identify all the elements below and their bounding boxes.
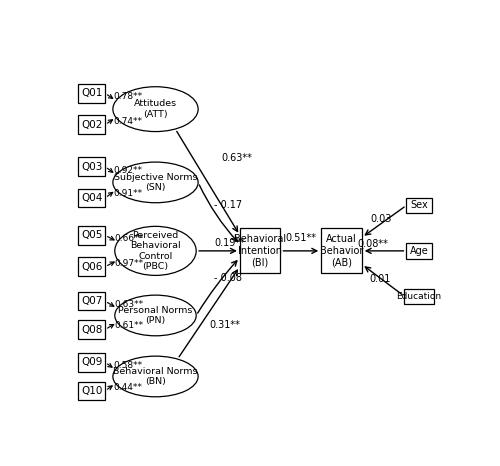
Text: Q04: Q04 [81,193,102,203]
FancyBboxPatch shape [78,226,105,245]
Ellipse shape [113,87,198,131]
Text: 0.97**: 0.97** [114,259,144,268]
Text: 0.19**: 0.19** [215,238,246,248]
Text: Q03: Q03 [81,162,102,171]
Text: 0.91**: 0.91** [114,190,142,199]
Text: 0.31**: 0.31** [210,320,240,330]
Text: Personal Norms
(PN): Personal Norms (PN) [118,306,192,325]
Text: Behavioral Norms
(BN): Behavioral Norms (BN) [113,367,198,386]
FancyBboxPatch shape [78,353,105,372]
Text: Q07: Q07 [81,296,102,306]
Text: 0.03: 0.03 [370,213,392,224]
Text: Behavioral
Intention
(BI): Behavioral Intention (BI) [234,234,286,267]
Text: 0.01: 0.01 [370,274,390,284]
FancyBboxPatch shape [406,198,432,213]
FancyBboxPatch shape [78,320,105,339]
FancyBboxPatch shape [78,257,105,276]
FancyBboxPatch shape [78,292,105,310]
FancyBboxPatch shape [404,288,434,304]
Text: Age: Age [410,246,428,256]
FancyBboxPatch shape [78,116,105,134]
Text: 0.63**: 0.63** [114,300,144,309]
Text: 0.74**: 0.74** [114,116,142,125]
Text: 0.44**: 0.44** [114,383,142,391]
FancyBboxPatch shape [78,189,105,207]
FancyBboxPatch shape [406,243,432,259]
Text: 0.61**: 0.61** [114,322,144,330]
Text: 0.78**: 0.78** [114,92,143,102]
Ellipse shape [115,295,196,336]
Text: Perceived
Behavioral
Control
(PBC): Perceived Behavioral Control (PBC) [130,231,181,271]
FancyBboxPatch shape [78,382,105,400]
Text: - 0.17: - 0.17 [214,200,242,211]
Text: 0.66**: 0.66** [114,234,144,243]
FancyBboxPatch shape [78,84,105,103]
Text: - 0.08: - 0.08 [214,273,242,283]
FancyBboxPatch shape [240,228,281,273]
Text: Q05: Q05 [81,230,102,240]
Text: Subjective Norms
(SN): Subjective Norms (SN) [114,173,197,192]
Text: Q01: Q01 [81,88,102,98]
Text: Q10: Q10 [81,386,102,396]
Text: Q08: Q08 [81,324,102,335]
Text: Q02: Q02 [81,120,102,130]
FancyBboxPatch shape [78,158,105,176]
FancyBboxPatch shape [321,228,362,273]
Text: 0.51**: 0.51** [286,233,316,243]
Text: Actual
Behavior
(AB): Actual Behavior (AB) [320,234,363,267]
Ellipse shape [115,226,196,275]
Text: 0.58**: 0.58** [114,362,142,370]
Text: Attitudes
(ATT): Attitudes (ATT) [134,99,177,119]
Ellipse shape [113,356,198,397]
Text: Q06: Q06 [81,262,102,272]
Text: Sex: Sex [410,200,428,211]
Text: 0.63**: 0.63** [222,152,252,163]
Text: 0.08**: 0.08** [357,240,388,249]
Text: Q09: Q09 [81,357,102,367]
Text: Education: Education [396,292,442,301]
Text: 0.92**: 0.92** [114,166,142,175]
Ellipse shape [113,162,198,203]
